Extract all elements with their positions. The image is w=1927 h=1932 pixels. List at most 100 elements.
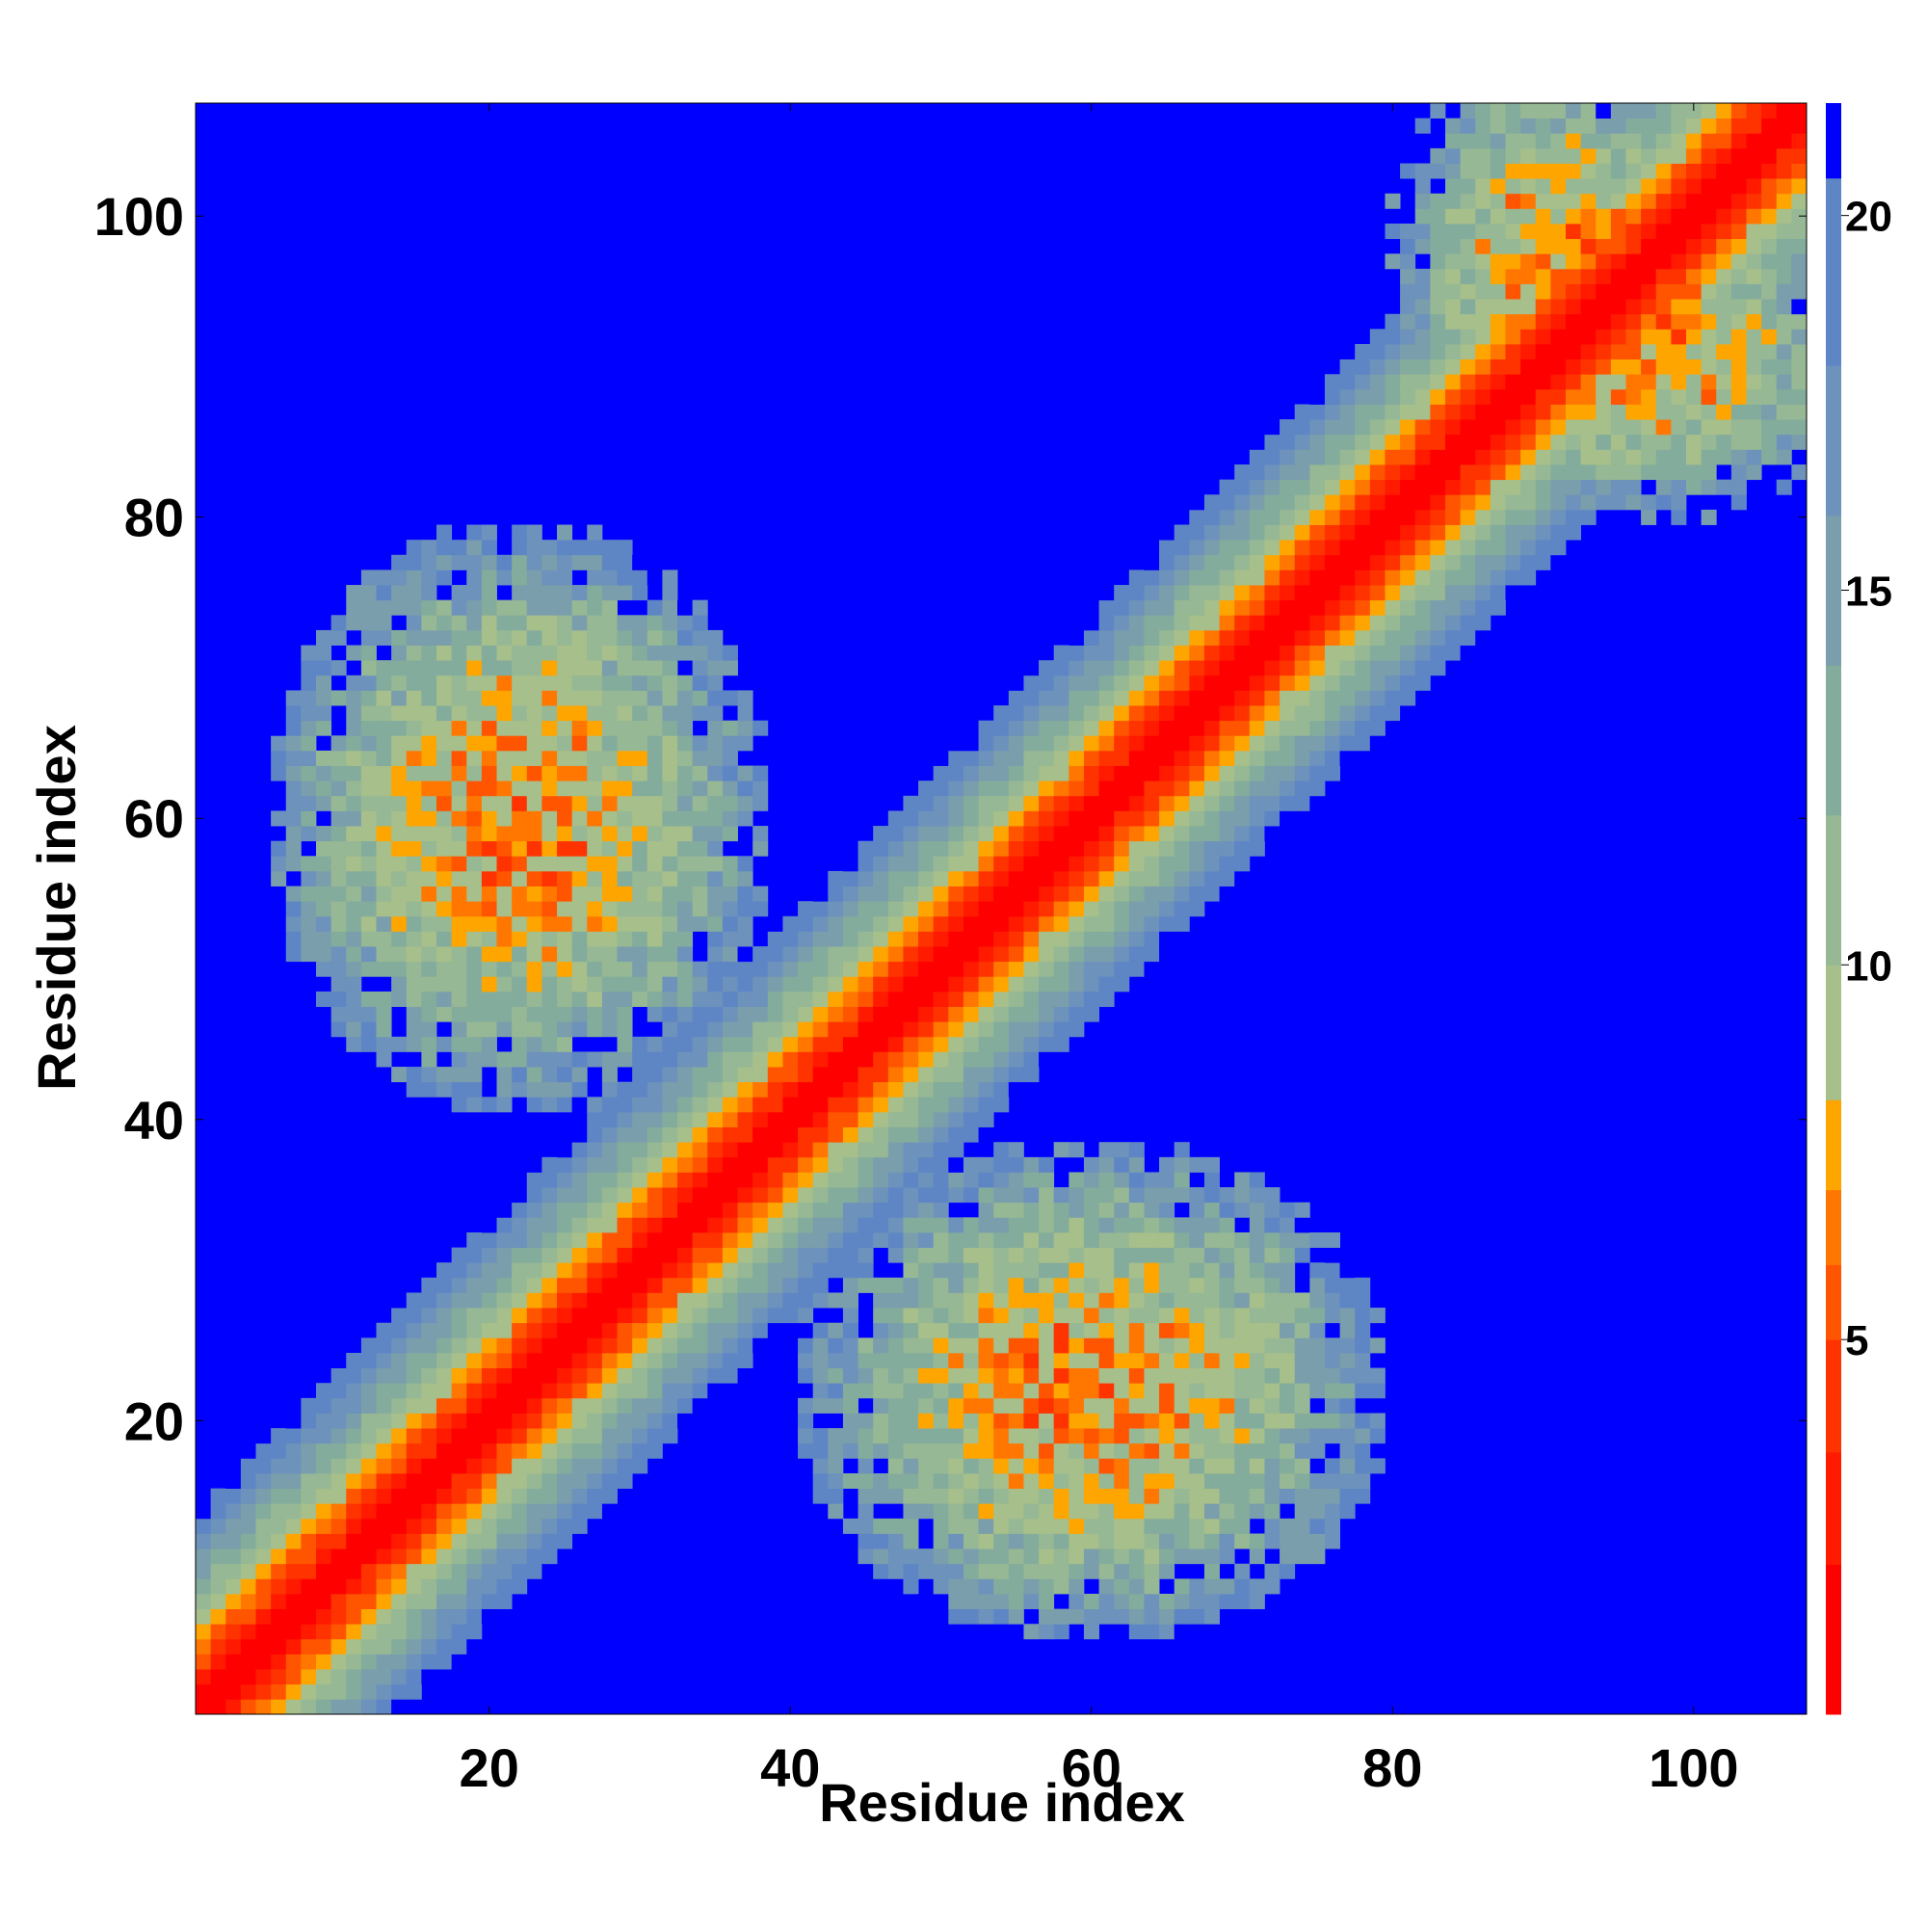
heatmap-cell [481, 856, 497, 872]
heatmap-cell [617, 569, 633, 586]
heatmap-cell [737, 735, 753, 752]
heatmap-cell [391, 1608, 408, 1625]
heatmap-cell [752, 826, 769, 842]
heatmap-cell [887, 1322, 904, 1338]
heatmap-cell [512, 554, 528, 570]
heatmap-cell [285, 1503, 302, 1520]
heatmap-cell [512, 1247, 528, 1263]
heatmap-cell [767, 991, 783, 1007]
heatmap-cell [1776, 253, 1792, 270]
heatmap-cell [737, 1217, 753, 1233]
heatmap-cell [1023, 1036, 1040, 1052]
heatmap-cell [601, 1217, 618, 1233]
heatmap-cell [1023, 1413, 1040, 1429]
heatmap-cell [1249, 1397, 1265, 1414]
heatmap-cell [1128, 720, 1145, 736]
heatmap-cell [1189, 810, 1205, 827]
heatmap-cell [1369, 374, 1386, 390]
heatmap-cell [1039, 946, 1055, 963]
heatmap-cell [963, 750, 979, 766]
heatmap-cell [1159, 1413, 1175, 1429]
heatmap-cell [601, 629, 618, 646]
heatmap-cell [1385, 253, 1401, 270]
heatmap-cell [406, 1081, 422, 1098]
heatmap-cell [541, 1413, 558, 1429]
heatmap-cell [632, 720, 648, 736]
heatmap-cell [451, 1563, 467, 1579]
heatmap-cell [662, 1247, 678, 1263]
heatmap-cell [1249, 660, 1265, 676]
heatmap-cell [301, 1518, 317, 1534]
heatmap-cell [1641, 344, 1657, 360]
heatmap-cell [707, 901, 724, 917]
heatmap-cell [1219, 1352, 1235, 1368]
heatmap-cell [466, 1036, 483, 1052]
heatmap-cell [526, 1383, 542, 1399]
heatmap-cell [526, 554, 542, 570]
heatmap-cell [858, 961, 874, 977]
heatmap-cell [1430, 554, 1446, 570]
heatmap-cell [481, 946, 497, 963]
heatmap-cell [722, 645, 738, 661]
heatmap-cell [571, 720, 588, 736]
heatmap-cell [1008, 870, 1024, 887]
heatmap-cell [707, 1172, 724, 1188]
heatmap-cell [330, 735, 347, 752]
heatmap-cell [1385, 479, 1401, 495]
heatmap-cell [587, 1397, 603, 1414]
heatmap-cell [376, 1036, 392, 1052]
heatmap-cell [1264, 629, 1280, 646]
heatmap-cell [617, 1187, 633, 1204]
heatmap-cell [1610, 193, 1626, 209]
heatmap-cell [1535, 540, 1551, 556]
heatmap-cell [752, 1292, 769, 1309]
heatmap-cell [285, 886, 302, 902]
heatmap-cell [842, 976, 858, 992]
heatmap-cell [587, 1172, 603, 1188]
heatmap-cell [1460, 554, 1476, 570]
heatmap-cell [1023, 1352, 1040, 1368]
heatmap-cell [1249, 1217, 1265, 1233]
heatmap-cell [752, 1172, 769, 1188]
heatmap-cell [391, 1669, 408, 1685]
heatmap-cell [1369, 540, 1386, 556]
heatmap-cell [301, 946, 317, 963]
heatmap-cell [1535, 479, 1551, 495]
heatmap-cell [632, 1156, 648, 1173]
heatmap-cell [963, 1308, 979, 1324]
heatmap-cell [512, 795, 528, 811]
heatmap-cell [1385, 509, 1401, 525]
heatmap-cell [1430, 268, 1446, 284]
heatmap-cell [466, 1247, 483, 1263]
heatmap-cell [707, 1322, 724, 1338]
heatmap-cell [1355, 675, 1371, 691]
heatmap-cell [1490, 118, 1506, 134]
heatmap-cell [858, 1413, 874, 1429]
heatmap-cell [1791, 253, 1808, 270]
heatmap-cell [812, 1156, 829, 1173]
heatmap-cell [1565, 524, 1582, 541]
heatmap-cell [1460, 147, 1476, 164]
heatmap-cell [1083, 1413, 1099, 1429]
heatmap-cell [1309, 1322, 1326, 1338]
heatmap-cell [1144, 660, 1160, 676]
heatmap-cell [707, 856, 724, 872]
heatmap-cell [1701, 299, 1717, 315]
heatmap-cell [933, 1428, 949, 1444]
heatmap-cell [692, 991, 708, 1007]
heatmap-cell [1730, 434, 1747, 450]
heatmap-cell [1053, 1472, 1069, 1490]
heatmap-cell [436, 1308, 453, 1324]
heatmap-cell [828, 1458, 844, 1474]
heatmap-cell [1294, 1458, 1310, 1474]
heatmap-cell [526, 1428, 542, 1444]
heatmap-cell [858, 1518, 874, 1534]
heatmap-cell [360, 690, 377, 706]
heatmap-cell [346, 765, 362, 781]
heatmap-cell [557, 1503, 573, 1520]
heatmap-cell [1069, 1277, 1085, 1293]
heatmap-cell [436, 524, 453, 541]
heatmap-cell [1730, 404, 1747, 420]
heatmap-cell [1159, 1172, 1175, 1188]
